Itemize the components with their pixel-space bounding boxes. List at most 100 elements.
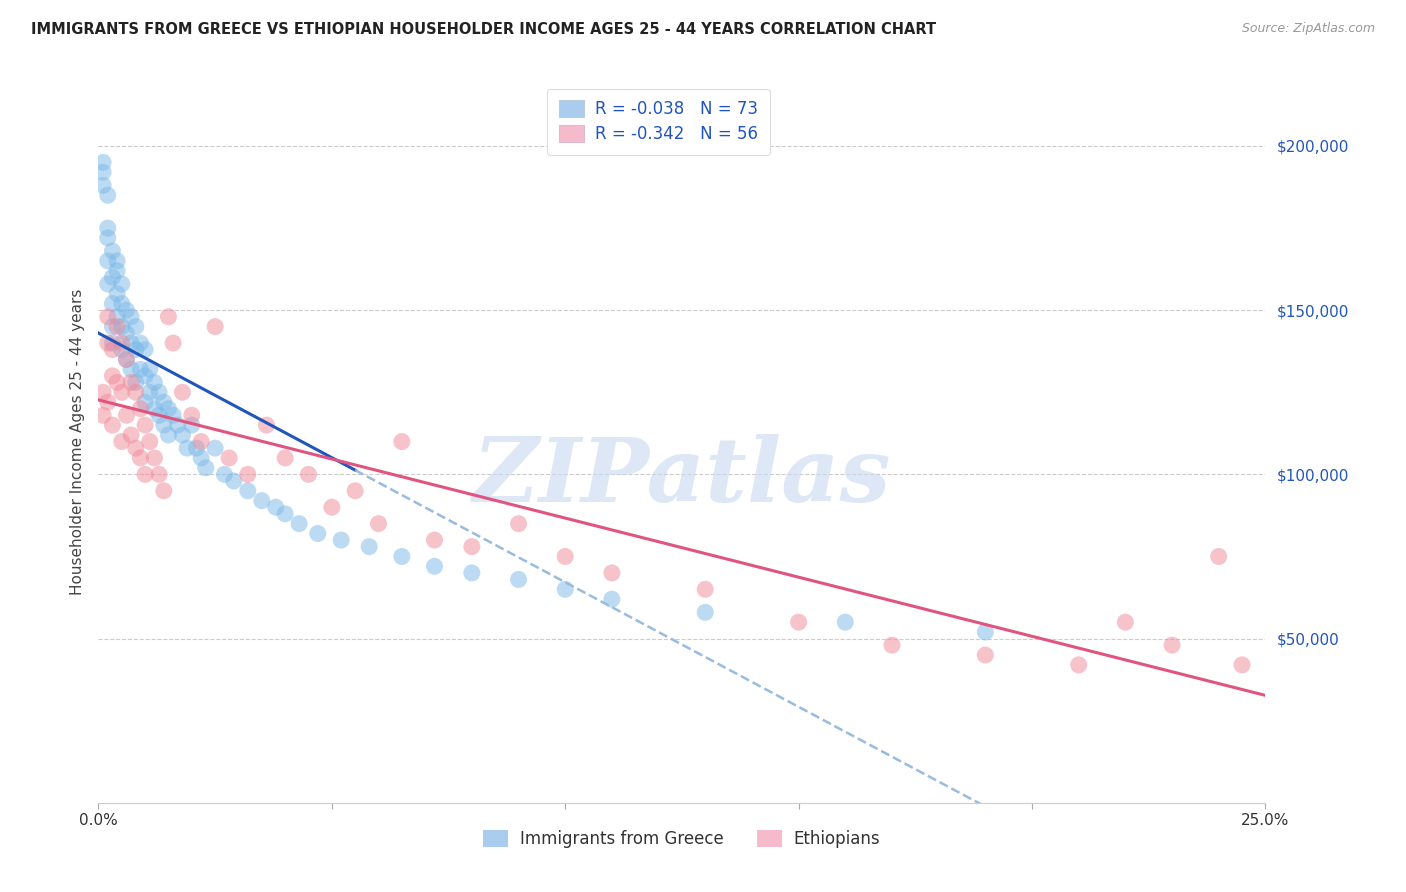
Y-axis label: Householder Income Ages 25 - 44 years: Householder Income Ages 25 - 44 years: [69, 288, 84, 595]
Point: [105, 264, 128, 278]
Point: [125, 385, 148, 400]
Point: [162, 409, 184, 423]
Point: [236, 483, 259, 498]
Point: [256, 418, 278, 433]
Point: [101, 336, 124, 351]
Point: [148, 385, 170, 400]
Point: [1208, 549, 1230, 564]
Point: [367, 516, 389, 531]
Point: [264, 500, 287, 515]
Point: [600, 566, 623, 580]
Point: [166, 418, 188, 433]
Point: [105, 310, 128, 324]
Point: [91, 178, 114, 193]
Point: [105, 319, 128, 334]
Point: [297, 467, 319, 482]
Point: [508, 516, 530, 531]
Point: [834, 615, 856, 630]
Point: [157, 310, 180, 324]
Point: [880, 638, 903, 652]
Point: [321, 500, 343, 515]
Text: IMMIGRANTS FROM GREECE VS ETHIOPIAN HOUSEHOLDER INCOME AGES 25 - 44 YEARS CORREL: IMMIGRANTS FROM GREECE VS ETHIOPIAN HOUS…: [31, 22, 936, 37]
Point: [97, 188, 120, 202]
Point: [190, 434, 212, 449]
Point: [172, 385, 194, 400]
Point: [344, 483, 367, 498]
Point: [134, 467, 156, 482]
Point: [101, 343, 124, 357]
Point: [139, 385, 162, 400]
Point: [214, 467, 236, 482]
Point: [91, 385, 114, 400]
Point: [391, 549, 413, 564]
Point: [1161, 638, 1184, 652]
Point: [554, 582, 576, 597]
Point: [423, 533, 446, 547]
Point: [143, 450, 166, 465]
Point: [129, 362, 152, 376]
Point: [176, 441, 198, 455]
Point: [391, 434, 413, 449]
Point: [120, 428, 142, 442]
Point: [461, 540, 484, 554]
Point: [274, 507, 297, 521]
Point: [111, 319, 134, 334]
Point: [120, 310, 142, 324]
Point: [120, 336, 142, 351]
Point: [204, 319, 226, 334]
Point: [97, 231, 120, 245]
Point: [204, 441, 226, 455]
Point: [600, 592, 623, 607]
Point: [105, 376, 128, 390]
Point: [111, 336, 134, 351]
Point: [91, 155, 114, 169]
Point: [172, 428, 194, 442]
Point: [115, 326, 138, 341]
Point: [330, 533, 353, 547]
Point: [129, 450, 152, 465]
Point: [97, 395, 120, 409]
Point: [194, 460, 217, 475]
Point: [157, 401, 180, 416]
Point: [695, 582, 717, 597]
Point: [1114, 615, 1136, 630]
Point: [105, 253, 128, 268]
Point: [139, 362, 162, 376]
Point: [101, 244, 124, 258]
Point: [111, 277, 134, 291]
Point: [115, 352, 138, 367]
Point: [125, 319, 148, 334]
Point: [152, 483, 174, 498]
Point: [274, 450, 297, 465]
Legend: Immigrants from Greece, Ethiopians: Immigrants from Greece, Ethiopians: [472, 818, 891, 860]
Point: [222, 474, 245, 488]
Point: [359, 540, 381, 554]
Point: [129, 336, 152, 351]
Point: [508, 573, 530, 587]
Point: [180, 409, 202, 423]
Point: [97, 310, 120, 324]
Point: [125, 441, 148, 455]
Point: [125, 343, 148, 357]
Point: [101, 296, 124, 310]
Point: [461, 566, 484, 580]
Point: [218, 450, 240, 465]
Point: [162, 336, 184, 351]
Point: [115, 303, 138, 318]
Point: [101, 368, 124, 383]
Point: [97, 221, 120, 235]
Point: [787, 615, 810, 630]
Point: [125, 376, 148, 390]
Point: [143, 376, 166, 390]
Point: [134, 418, 156, 433]
Point: [134, 368, 156, 383]
Point: [148, 409, 170, 423]
Point: [139, 434, 162, 449]
Point: [423, 559, 446, 574]
Point: [115, 409, 138, 423]
Point: [152, 418, 174, 433]
Point: [91, 409, 114, 423]
Point: [250, 493, 273, 508]
Text: Source: ZipAtlas.com: Source: ZipAtlas.com: [1241, 22, 1375, 36]
Point: [97, 253, 120, 268]
